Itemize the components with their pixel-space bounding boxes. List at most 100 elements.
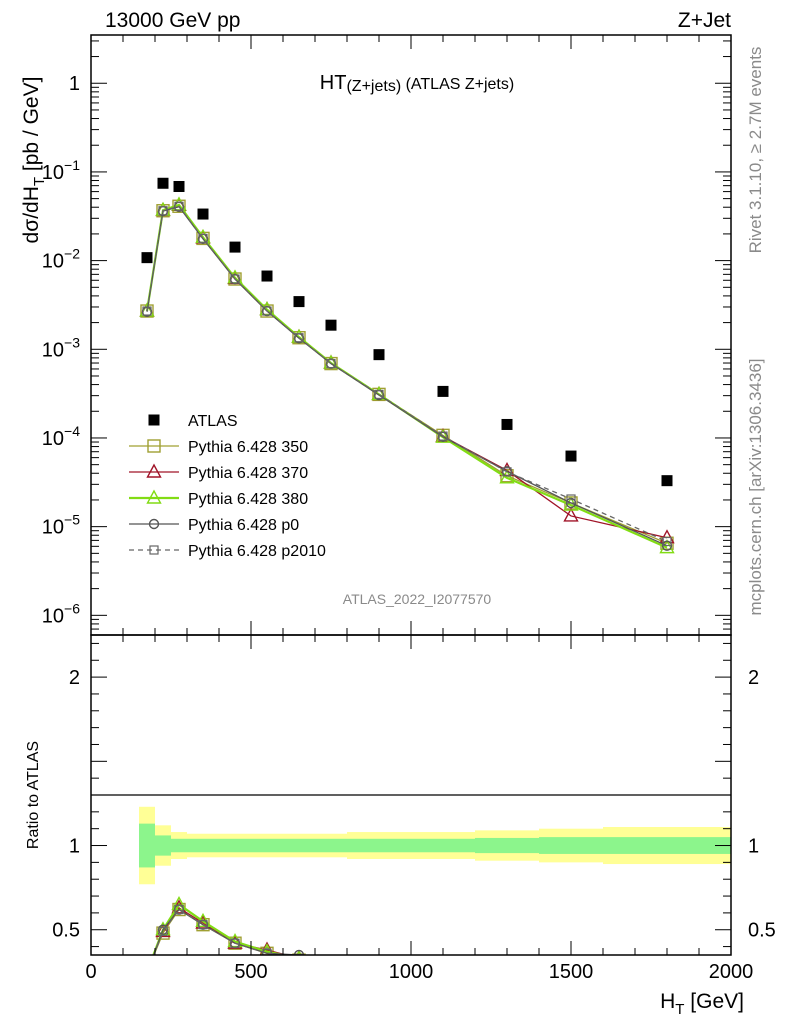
inner-band-bin — [475, 837, 539, 854]
series-line-pythia-6-428-370 — [146, 204, 668, 539]
header-right-label: Z+Jet — [678, 9, 731, 32]
data-point-atlas — [229, 241, 241, 253]
tick-exponent: −3 — [64, 334, 80, 350]
series-pythia-6-428-p2010 — [142, 201, 672, 547]
ratio-point-pythia-6-428-p2010 — [262, 948, 272, 955]
data-point-pythia-6-428-p2010 — [374, 389, 384, 399]
inner-band-bin — [603, 837, 731, 854]
data-point-atlas — [141, 252, 153, 264]
legend-label: Pythia 6.428 p2010 — [188, 543, 326, 560]
data-point-atlas — [173, 180, 185, 192]
legend-label: Pythia 6.428 350 — [188, 439, 308, 456]
data-point-atlas — [261, 270, 273, 282]
x-tick-label: 2000 — [709, 961, 754, 983]
x-label-sub: T — [675, 1001, 684, 1018]
ratio-point-pythia-6-428-p0 — [293, 949, 305, 955]
legend: ATLAS Pythia 6.428 350 Pythia 6.428 370 Pyt… — [129, 413, 326, 560]
main-y-tick-label: 10−4 — [42, 423, 80, 450]
data-point-pythia-6-428-380 — [435, 428, 451, 443]
ratio-point-pythia-6-428-350 — [292, 953, 306, 955]
main-y-tick-label: 10−6 — [42, 600, 80, 627]
ratio-y-tick-label-right: 0.5 — [748, 920, 776, 942]
tick-base: 10 — [42, 162, 64, 184]
ratio-series-pythia-6-428-p2010 — [152, 904, 304, 955]
main-axis-ticks — [90, 35, 732, 636]
legend-marker — [146, 489, 162, 504]
ratio-series-clipped — [152, 896, 306, 955]
main-y-tick-label: 10−2 — [42, 246, 80, 273]
series-line-pythia-6-428-380 — [145, 203, 668, 549]
data-point-atlas — [293, 296, 305, 308]
main-plot-frame — [90, 34, 732, 636]
legend-label: Pythia 6.428 370 — [188, 465, 308, 482]
legend-item-pythia-6-428-380: Pythia 6.428 380 — [129, 489, 308, 508]
title-rest: (ATLAS Z+jets) — [401, 76, 514, 93]
x-tick-label: 500 — [234, 961, 267, 983]
main-chart-title: HT(Z+jets) (ATLAS Z+jets) — [320, 72, 514, 95]
data-point-atlas — [501, 418, 513, 430]
ratio-panel: 0 500 1000 1500 2000 0.5 0.5 1 1 2 2 Ratio to ATLA… — [25, 634, 776, 1018]
data-point-pythia-6-428-p2010 — [326, 358, 336, 369]
main-y-tick-label: 10−3 — [42, 334, 80, 361]
data-point-pythia-6-428-p2010 — [502, 467, 512, 477]
ratio-point-pythia-6-428-p2010 — [198, 920, 208, 930]
ratio-y-tick-label-right: 1 — [748, 836, 759, 858]
main-y-label-rest: [pb / GeV] — [20, 77, 43, 177]
ratio-y-tick-label-left: 0.5 — [52, 920, 80, 942]
x-label-rest: [GeV] — [684, 990, 744, 1013]
data-point-atlas — [157, 177, 169, 189]
ratio-y-axis-label: Ratio to ATLAS — [25, 741, 42, 849]
ratio-series-group — [152, 896, 306, 955]
mcplots-label: mcplots.cern.ch [arXiv:1306.3436] — [746, 358, 765, 615]
ratio-point-pythia-6-428-p2010 — [174, 904, 184, 915]
inner-band-bin — [155, 835, 171, 856]
legend-label: Pythia 6.428 p0 — [188, 517, 299, 534]
legend-marker — [147, 439, 161, 453]
data-point-atlas — [565, 450, 577, 462]
main-y-axis-label: dσ/dHT [pb / GeV] — [20, 77, 48, 244]
ratio-series-pythia-6-428-380 — [152, 896, 302, 955]
ratio-y-tick-label-left: 1 — [69, 836, 80, 858]
ratio-plot-frame — [90, 634, 732, 956]
data-point-pythia-6-428-p2010 — [566, 494, 576, 504]
data-point-atlas — [437, 385, 449, 397]
tick-exponent: −5 — [64, 512, 80, 528]
data-point-pythia-6-428-p2010 — [438, 431, 448, 441]
x-tick-label: 1500 — [549, 961, 594, 983]
data-point-pythia-6-428-350 — [196, 231, 210, 246]
legend-item-pythia-6-428-p0: Pythia 6.428 p0 — [129, 517, 299, 534]
data-point-atlas — [661, 475, 673, 487]
main-y-tick-labels: 110−110−210−310−410−510−6 — [42, 73, 80, 627]
legend-marker — [148, 518, 160, 530]
inner-band-bin — [187, 838, 219, 853]
ratio-point-pythia-6-428-370 — [155, 922, 171, 938]
x-axis-label: HT [GeV] — [660, 990, 744, 1018]
tick-exponent: −6 — [64, 600, 80, 616]
inner-band-bin — [283, 838, 315, 853]
series-line-pythia-6-428-p2010 — [146, 205, 668, 543]
data-point-atlas — [197, 208, 209, 220]
data-point-pythia-6-428-350 — [324, 356, 338, 371]
x-label-text: H — [660, 990, 675, 1013]
legend-marker — [148, 414, 160, 426]
main-y-tick-label: 10−5 — [42, 512, 80, 539]
inner-band-bin — [411, 838, 475, 853]
data-point-pythia-6-428-350 — [292, 331, 306, 345]
tick-base: 10 — [42, 428, 64, 450]
inner-band-bin — [539, 837, 603, 854]
tick-exponent: −4 — [64, 423, 80, 439]
ratio-uncertainty-bands — [139, 806, 731, 885]
main-y-label-text: dσ/dH — [20, 186, 43, 243]
data-point-pythia-6-428-p2010 — [262, 306, 272, 316]
legend-item-pythia-6-428-350: Pythia 6.428 350 — [129, 439, 308, 456]
data-point-pythia-6-428-350 — [260, 304, 274, 318]
data-point-pythia-6-428-370 — [659, 529, 675, 544]
inner-band-bin — [219, 838, 251, 853]
legend-label: ATLAS — [188, 413, 238, 430]
data-point-pythia-6-428-p2010 — [230, 274, 240, 284]
inner-band-bin — [139, 823, 155, 868]
header-left-label: 13000 GeV pp — [105, 9, 240, 32]
ratio-axis-ticks — [90, 635, 732, 955]
ratio-tick-labels: 0 500 1000 1500 2000 0.5 0.5 1 1 2 2 — [52, 667, 776, 983]
